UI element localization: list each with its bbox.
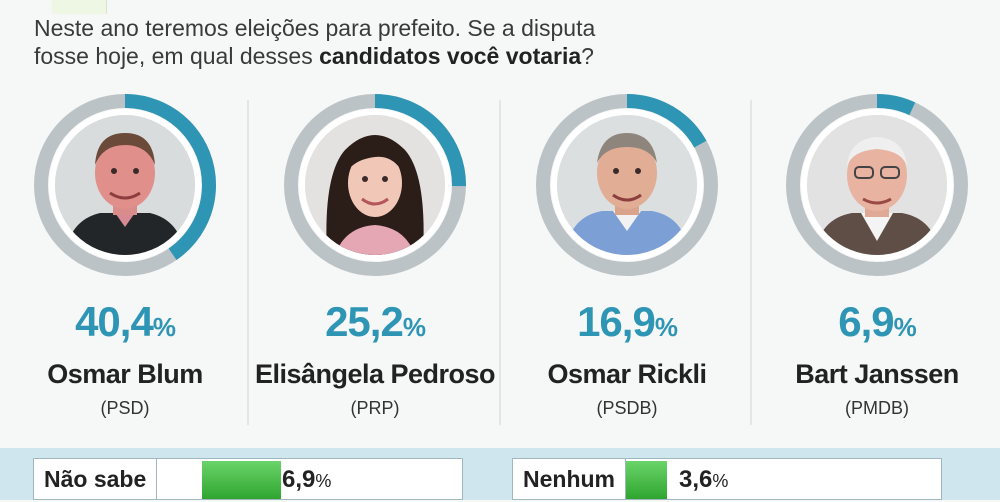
option-row: Não sabe 6,9% [33,458,463,500]
option-label: Nenhum [513,459,626,499]
candidate-photo [55,115,195,255]
candidate-card: 25,2% Elisângela Pedroso (PRP) [250,90,500,419]
percentage-number: 40,4 [75,298,154,345]
percent-sign: % [893,312,917,342]
percent-sign: % [152,312,176,342]
option-number: 6,9 [282,466,316,493]
percentage-number: 25,2 [325,298,404,345]
candidate-card: 6,9% Bart Janssen (PMDB) [752,90,1000,419]
percent-sign: % [654,312,678,342]
candidate-photo [807,115,947,255]
percent-sign: % [712,471,729,491]
column-divider [750,100,752,425]
question-mark: ? [581,43,594,69]
percentage-number: 16,9 [577,298,656,345]
option-bar [202,461,282,499]
percent-sign: % [402,312,426,342]
candidate-name: Elisângela Pedroso [254,359,496,389]
candidate-photo [557,115,697,255]
candidate-party: (PRP) [350,398,400,418]
option-bar [626,461,668,499]
percentage-value: 6,9% [752,300,1000,349]
percentage-value: 40,4% [0,300,250,349]
percentage-ring [782,90,972,280]
percent-sign: % [315,471,332,491]
ring-arc [536,94,718,276]
candidate-name: Osmar Blum [47,359,203,389]
candidate-party: (PSDB) [596,398,658,418]
option-number: 3,6 [679,466,713,493]
percentage-ring [30,90,220,280]
option-row: Nenhum 3,6% [512,458,942,500]
column-divider [247,100,249,425]
percentage-ring [532,90,722,280]
candidate-photo [305,115,445,255]
percentage-value: 16,9% [502,300,752,349]
percentage-number: 6,9 [838,298,894,345]
percentage-value: 25,2% [250,300,500,349]
ring-arc [786,94,968,276]
candidate-party: (PMDB) [845,398,909,418]
option-value: 6,9% [282,459,331,502]
question-line-2: fosse hoje, em qual desses [34,43,320,69]
question-line-1: Neste ano teremos eleições para prefeito… [34,15,596,41]
candidate-card: 40,4% Osmar Blum (PSD) [0,90,250,419]
candidate-name: Bart Janssen [795,359,959,389]
header-tab-corner [52,0,107,14]
candidate-card: 16,9% Osmar Rickli (PSDB) [502,90,752,419]
question-emphasis: candidatos você votaria [319,43,582,69]
option-value: 3,6% [679,459,728,502]
ring-arc [34,94,216,276]
column-divider [499,100,501,425]
survey-question: Neste ano teremos eleições para prefeito… [34,14,794,70]
ring-arc [284,94,466,276]
candidate-name: Osmar Rickli [547,359,707,389]
candidate-party: (PSD) [100,398,150,418]
percentage-ring [280,90,470,280]
option-label: Não sabe [34,459,158,499]
